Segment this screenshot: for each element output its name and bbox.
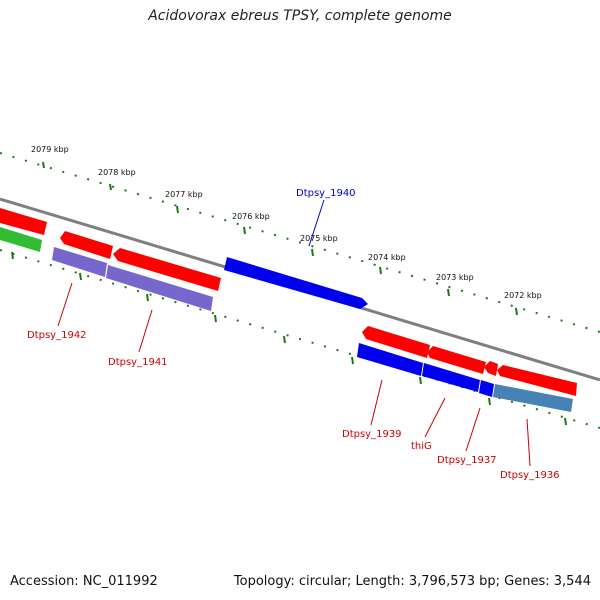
inner-major-tick	[564, 417, 567, 426]
inner-major-tick	[79, 272, 82, 281]
outer-major-tick	[42, 161, 45, 169]
cog-dtpsy-1939[interactable]	[357, 343, 423, 376]
label-dtpsy-1936[interactable]: Dtpsy_1936	[500, 470, 560, 481]
outer-scale-dots	[0, 152, 600, 333]
gene-dtpsy-1940[interactable]	[224, 257, 368, 309]
gene-left-edge-red[interactable]	[0, 208, 47, 235]
inner-major-tick	[214, 314, 217, 323]
label-dtpsy-1942[interactable]: Dtpsy_1942	[27, 330, 87, 341]
gene-thig[interactable]	[427, 346, 486, 374]
leader-dtpsy-1937	[465, 407, 481, 452]
gene-dtpsy-1941[interactable]	[113, 248, 221, 291]
scale-label: 2078 kbp	[98, 168, 136, 177]
label-thig[interactable]: thiG	[411, 441, 432, 452]
accession-text: Accession: NC_011992	[10, 574, 158, 589]
reverse-genes	[0, 208, 577, 396]
scale-label: 2072 kbp	[504, 291, 542, 300]
gene-dtpsy-1939[interactable]	[362, 326, 430, 358]
scale-label: 2076 kbp	[232, 212, 270, 221]
outer-major-tick	[515, 307, 518, 316]
leader-dtpsy-1942	[57, 282, 73, 327]
scale-label: 2077 kbp	[165, 190, 203, 199]
leader-dtpsy-1939	[370, 379, 383, 426]
leader-dtpsy-1940	[308, 199, 325, 247]
label-dtpsy-1940[interactable]: Dtpsy_1940	[296, 188, 356, 199]
label-dtpsy-1939[interactable]: Dtpsy_1939	[342, 429, 402, 440]
cog-dtpsy-1937[interactable]	[479, 380, 494, 397]
outer-major-tick	[243, 226, 246, 235]
inner-major-tick	[419, 376, 422, 385]
inner-major-tick	[283, 335, 286, 344]
scale-label: 2075 kbp	[300, 234, 338, 243]
outer-major-tick	[447, 288, 450, 297]
leader-thig	[424, 397, 446, 438]
outer-major-tick	[109, 183, 112, 191]
outer-scale-track	[0, 152, 600, 333]
gene-dtpsy-1936[interactable]	[497, 365, 577, 396]
gene-left-edge-green[interactable]	[0, 227, 42, 252]
outer-major-tick	[379, 266, 382, 275]
cog-dtpsy-1941[interactable]	[106, 265, 213, 311]
genome-summary-text: Topology: circular; Length: 3,796,573 bp…	[233, 574, 591, 589]
gene-dtpsy-1937[interactable]	[484, 361, 498, 376]
inner-scale-dots	[0, 249, 600, 429]
inner-major-tick	[146, 293, 149, 302]
leader-dtpsy-1941	[138, 309, 153, 353]
label-dtpsy-1937[interactable]: Dtpsy_1937	[437, 455, 497, 466]
leader-lines	[57, 199, 531, 467]
inner-major-tick	[488, 397, 491, 406]
gene-labels: Dtpsy_1940 Dtpsy_1942 Dtpsy_1941 Dtpsy_1…	[27, 188, 560, 481]
cog-dtpsy-1942[interactable]	[52, 247, 107, 277]
inner-scale-track	[0, 249, 600, 429]
inner-major-tick	[11, 251, 14, 260]
label-dtpsy-1941[interactable]: Dtpsy_1941	[108, 357, 168, 368]
cog-track	[52, 247, 573, 412]
outer-major-tick	[311, 248, 314, 257]
scale-label: 2079 kbp	[31, 145, 69, 154]
gene-dtpsy-1942[interactable]	[60, 231, 113, 259]
outer-major-tick	[176, 205, 179, 214]
inner-major-tick	[351, 356, 354, 365]
scale-label: 2074 kbp	[368, 253, 406, 262]
cog-thig[interactable]	[422, 363, 480, 392]
scale-label: 2073 kbp	[436, 273, 474, 282]
scale-labels: 2079 kbp 2078 kbp 2077 kbp 2076 kbp 2075…	[31, 145, 542, 300]
map-title: Acidovorax ebreus TPSY, complete genome	[148, 8, 452, 24]
cog-dtpsy-1936[interactable]	[493, 384, 573, 412]
leader-dtpsy-1936	[526, 418, 531, 467]
